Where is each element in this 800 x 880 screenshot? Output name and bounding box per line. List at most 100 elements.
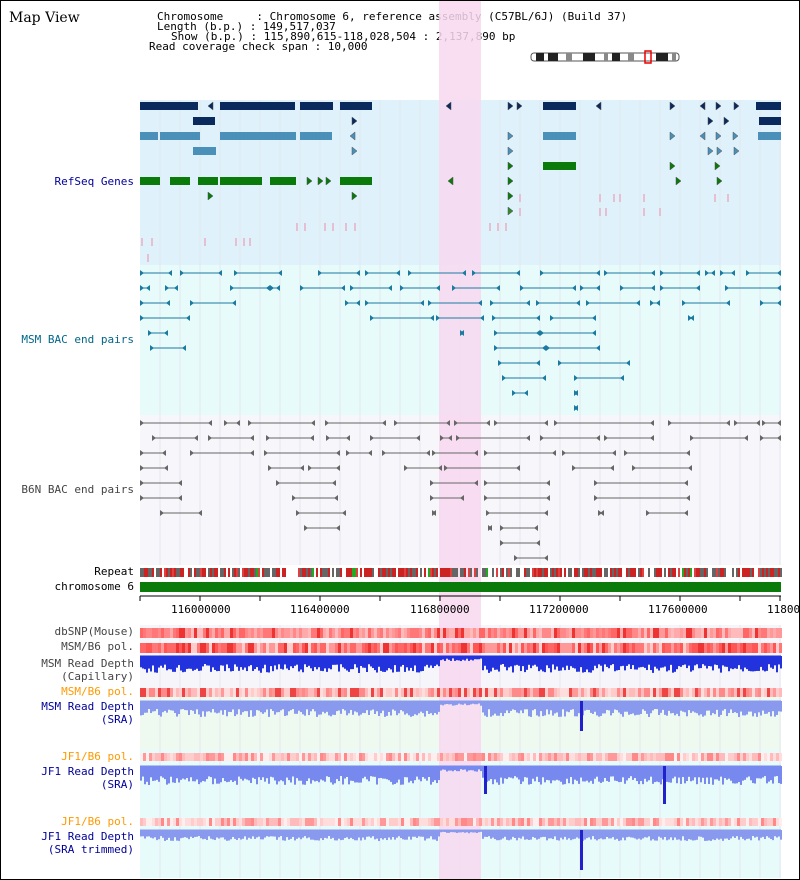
bac-end-marker bbox=[686, 495, 690, 501]
msm-pol2-heat-cell bbox=[581, 688, 584, 697]
msm-pol2-heat-cell bbox=[479, 688, 482, 697]
dbsnp-heat-cell bbox=[170, 628, 173, 638]
msm-sra-depth-bar bbox=[486, 701, 488, 717]
jf1-pol-heat-cell bbox=[656, 753, 659, 761]
jf1-trimmed-depth-bar bbox=[364, 830, 366, 840]
jf1-sra-depth-bar bbox=[618, 766, 620, 783]
dbsnp-heat-cell bbox=[146, 628, 149, 638]
jf1-sra-depth-bar bbox=[568, 766, 570, 784]
msm-pol-heat-cell bbox=[770, 643, 773, 653]
jf1-sra-depth-bar bbox=[448, 766, 450, 771]
msm-sra-depth-bar bbox=[276, 701, 278, 713]
track-label-refseq[interactable]: RefSeq Genes bbox=[54, 175, 134, 188]
msm-capillary-depth-bar bbox=[532, 656, 534, 666]
msm-pol-heat-cell bbox=[554, 643, 557, 653]
jf1-sra-depth-bar bbox=[208, 766, 210, 777]
jf1-sra-depth-bar bbox=[390, 766, 392, 782]
bac-end-marker bbox=[454, 420, 458, 426]
msm-sra-depth-bar bbox=[224, 701, 226, 710]
msm-pol2-heat-cell bbox=[584, 688, 587, 697]
dbsnp-heat-cell bbox=[674, 628, 677, 638]
bac-end-marker bbox=[430, 495, 434, 501]
dbsnp-heat-cell bbox=[737, 628, 740, 638]
bac-end-marker bbox=[140, 270, 144, 276]
repeat-element bbox=[510, 568, 512, 577]
jf1-sra-depth-bar bbox=[730, 766, 732, 781]
dbsnp-heat-cell bbox=[593, 628, 596, 638]
jf1-trimmed-depth-bar bbox=[710, 830, 712, 841]
msm-sra-depth-bar bbox=[546, 701, 548, 710]
msm-pol2-heat-cell bbox=[209, 688, 212, 697]
bac-end-marker bbox=[574, 390, 578, 396]
msm-capillary-depth-bar bbox=[382, 656, 384, 672]
dbsnp-heat-cell bbox=[527, 628, 530, 638]
msm-capillary-depth-bar bbox=[402, 656, 404, 665]
msm-pol2-heat-cell bbox=[647, 688, 650, 697]
msm-capillary-depth-bar bbox=[476, 656, 478, 660]
axis-tick-label: 116400000 bbox=[290, 603, 350, 616]
bac-end-marker bbox=[777, 420, 781, 426]
jf1-pol2-heat-cell bbox=[155, 818, 158, 826]
jf1-sra-depth-bar bbox=[394, 766, 396, 784]
dbsnp-heat-cell bbox=[596, 628, 599, 638]
bac-end-marker bbox=[572, 465, 576, 471]
gene-strand-arrow bbox=[351, 146, 358, 156]
jf1-pol-heat-cell bbox=[428, 753, 431, 761]
bac-end-marker bbox=[540, 330, 544, 336]
jf1-trimmed-depth-bar bbox=[250, 830, 252, 839]
msm-capillary-depth-bar bbox=[374, 656, 376, 671]
jf1-pol-heat-cell bbox=[551, 753, 554, 761]
msm-pol-heat-cell bbox=[731, 643, 734, 653]
jf1-trimmed-depth-bar bbox=[648, 830, 650, 837]
repeat-element bbox=[718, 568, 720, 577]
msm-sra-depth-bar bbox=[256, 701, 258, 711]
track-label-msm-bac[interactable]: MSM BAC end pairs bbox=[21, 333, 134, 346]
msm-pol-heat-cell bbox=[179, 643, 182, 653]
repeat-element bbox=[642, 568, 644, 577]
jf1-pol2-heat-cell bbox=[446, 818, 449, 826]
jf1-pol-heat-cell bbox=[704, 753, 707, 761]
msm-sra-depth-bar bbox=[376, 701, 378, 712]
msm-capillary-depth-bar bbox=[456, 656, 458, 661]
msm-pol-heat-cell bbox=[167, 643, 170, 653]
track-label-b6n-bac[interactable]: B6N BAC end pairs bbox=[21, 483, 134, 496]
msm-sra-depth-bar bbox=[694, 701, 696, 713]
dbsnp-heat-cell bbox=[218, 628, 221, 638]
jf1-trimmed-depth-bar bbox=[446, 830, 448, 833]
bac-end-marker bbox=[580, 285, 584, 291]
msm-capillary-depth-bar bbox=[152, 656, 154, 666]
msm-pol2-heat-cell bbox=[380, 688, 383, 697]
dbsnp-heat-cell bbox=[254, 628, 257, 638]
msm-pol2-heat-cell bbox=[749, 688, 752, 697]
jf1-trimmed-depth-bar bbox=[536, 830, 538, 840]
jf1-trimmed-depth-bar bbox=[466, 830, 468, 833]
jf1-trimmed-depth-bar bbox=[412, 830, 414, 837]
jf1-trimmed-depth-bar bbox=[352, 830, 354, 840]
dbsnp-heat-cell bbox=[560, 628, 563, 638]
repeat-element bbox=[400, 568, 402, 577]
msm-pol-heat-cell bbox=[488, 643, 491, 653]
repeat-element bbox=[242, 568, 244, 577]
jf1-sra-depth-bar bbox=[680, 766, 682, 784]
jf1-trimmed-depth-bar bbox=[668, 830, 670, 840]
bac-end-marker bbox=[592, 330, 596, 336]
msm-pol2-heat-cell bbox=[290, 688, 293, 697]
jf1-trimmed-depth-bar bbox=[278, 830, 280, 838]
jf1-pol-heat-cell bbox=[623, 753, 626, 761]
bac-end-marker bbox=[232, 300, 236, 306]
msm-pol2-heat-cell bbox=[719, 688, 722, 697]
jf1-sra-depth-bar bbox=[150, 766, 152, 778]
msm-capillary-depth-bar bbox=[378, 656, 380, 667]
msm-sra-depth-bar bbox=[290, 701, 292, 711]
msm-pol-heat-cell bbox=[698, 643, 701, 653]
msm-capillary-depth-bar bbox=[722, 656, 724, 666]
jf1-sra-depth-bar bbox=[602, 766, 604, 782]
jf1-trimmed-depth-bar bbox=[290, 830, 292, 839]
msm-capillary-depth-bar bbox=[432, 656, 434, 668]
msm-pol2-heat-cell bbox=[521, 688, 524, 697]
jf1-sra-depth-bar bbox=[676, 766, 678, 784]
msm-pol2-heat-cell bbox=[320, 688, 323, 697]
jf1-pol-heat-cell bbox=[161, 753, 164, 761]
jf1-pol-heat-cell bbox=[740, 753, 743, 761]
